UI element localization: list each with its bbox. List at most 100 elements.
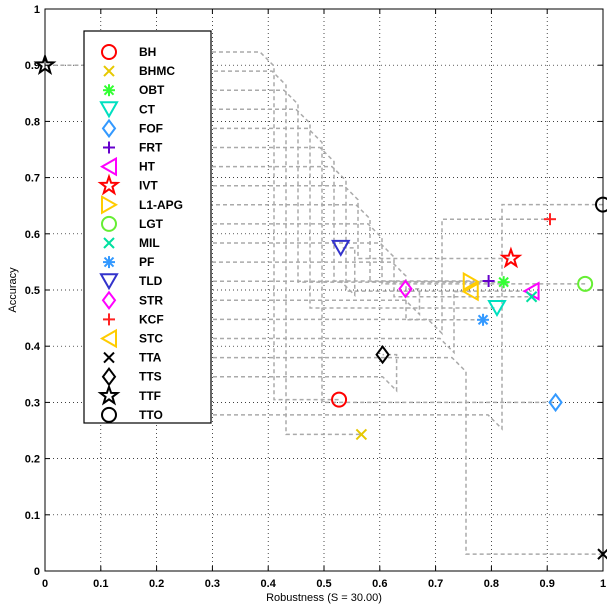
- y-tick-label: 0.7: [25, 173, 40, 185]
- y-tick-label: 1: [34, 4, 40, 16]
- leader-line: [163, 261, 484, 321]
- legend-entry: BH: [101, 44, 156, 60]
- legend-label: L1-APG: [139, 198, 183, 212]
- leader-line: [163, 108, 497, 309]
- leader-line: [171, 290, 471, 355]
- legend-label: OBT: [139, 83, 165, 97]
- legend-label: HT: [139, 160, 156, 174]
- legend-entry: TTA: [103, 351, 162, 365]
- y-tick-label: 0.5: [25, 285, 40, 297]
- legend-label: TTS: [139, 370, 162, 384]
- legend-label: BHMC: [139, 64, 175, 78]
- y-tick-label: 0.6: [25, 229, 40, 241]
- data-point-str: [398, 279, 413, 299]
- legend-label: LGT: [139, 217, 164, 231]
- x-tick-label: 0.5: [316, 578, 331, 590]
- x-tick-label: 0.3: [205, 578, 220, 590]
- legend-label: TTA: [139, 351, 162, 365]
- data-point-ct: [487, 299, 507, 317]
- legend-entry: TTF: [97, 383, 161, 406]
- legend-marker-icon: [101, 215, 117, 232]
- legend-marker-icon: [99, 156, 117, 177]
- legend-entry: CT: [99, 101, 156, 119]
- data-point-obt: [497, 276, 510, 289]
- legend-marker-icon: [101, 118, 117, 139]
- legend-marker-icon: [97, 173, 121, 196]
- leader-line: [171, 127, 556, 404]
- y-tick-label: 0.4: [25, 341, 41, 353]
- legend-entry: PF: [103, 255, 154, 269]
- leader-line: [163, 165, 532, 292]
- x-tick-label: 0.4: [261, 578, 277, 590]
- y-tick-label: 0.8: [25, 116, 40, 128]
- legend-label: FOF: [139, 121, 163, 135]
- data-point-mil: [525, 291, 538, 303]
- leader-line: [171, 353, 398, 393]
- legend-label: STC: [139, 332, 163, 346]
- data-point-bh: [331, 391, 348, 408]
- legend-entry: LGT: [101, 215, 164, 232]
- y-tick-label: 0.3: [25, 397, 40, 409]
- legend-marker-icon: [99, 273, 119, 291]
- legend-entry: MIL: [103, 236, 160, 250]
- leader-line: [171, 288, 421, 317]
- x-tick-label: 0.6: [372, 578, 387, 590]
- data-point-kcf: [543, 213, 556, 226]
- legend-marker-icon: [101, 44, 117, 60]
- x-tick-label: 0.8: [484, 578, 499, 590]
- legend-entry: HT: [99, 156, 156, 177]
- legend-label: IVT: [139, 179, 158, 193]
- leader-line: [179, 70, 362, 436]
- legend-entry: FRT: [103, 141, 163, 155]
- legend-entry: FOF: [101, 118, 163, 139]
- x-tick-label: 0.2: [149, 578, 164, 590]
- data-point-tts: [375, 344, 390, 365]
- legend-marker-icon: [103, 237, 115, 249]
- legend-marker-icon: [97, 383, 121, 406]
- x-tick-label: 0.1: [93, 578, 108, 590]
- legend-marker-icon: [101, 406, 117, 423]
- legend-entry: OBT: [103, 83, 165, 97]
- legend-entry: STR: [101, 290, 163, 310]
- legend-label: CT: [139, 102, 156, 116]
- y-tick-label: 0.1: [25, 510, 40, 522]
- legend-entry: TTO: [101, 406, 163, 423]
- x-tick-label: 1: [600, 578, 606, 590]
- legend-label: TLD: [139, 274, 163, 288]
- legend-entry: BHMC: [103, 64, 175, 78]
- x-axis-title: Robustness (S = 30.00): [266, 592, 382, 604]
- legend-label: TTF: [139, 389, 161, 403]
- legend-label: STR: [139, 293, 163, 307]
- leader-line: [163, 51, 340, 401]
- data-point-lgt: [577, 275, 594, 292]
- legend-marker-icon: [101, 290, 117, 310]
- legend-label: PF: [139, 255, 154, 269]
- x-tick-label: 0: [42, 578, 48, 590]
- x-tick-label: 0.9: [540, 578, 555, 590]
- legend-entry: IVT: [97, 173, 158, 196]
- data-point-fof: [548, 392, 563, 413]
- legend: BH BHMC OBT CT FOF FRT HT IVT L1-APG LGT MIL PF TLD S…: [83, 30, 212, 424]
- legend-label: BH: [139, 45, 156, 59]
- legend-entry: TLD: [99, 273, 163, 291]
- x-tick-label: 0.7: [428, 578, 443, 590]
- legend-label: TTO: [139, 408, 163, 422]
- leader-line: [171, 218, 550, 336]
- legend-entry: L1-APG: [101, 195, 183, 215]
- legend-marker-icon: [99, 328, 117, 349]
- markers: [33, 53, 607, 560]
- legend-entry: STC: [99, 328, 163, 349]
- legend-box: [83, 30, 212, 424]
- y-axis-title: Accuracy: [7, 267, 19, 313]
- legend-marker-icon: [103, 141, 115, 154]
- data-point-tld: [331, 239, 351, 257]
- legend-marker-icon: [101, 195, 119, 215]
- legend-marker-icon: [103, 65, 115, 77]
- data-point-frt: [482, 275, 495, 288]
- data-point-bhmc: [355, 428, 368, 441]
- y-tick-label: 0.2: [25, 454, 40, 466]
- legend-label: MIL: [139, 236, 160, 250]
- leader-line: [171, 203, 603, 431]
- leader-line: [195, 204, 471, 283]
